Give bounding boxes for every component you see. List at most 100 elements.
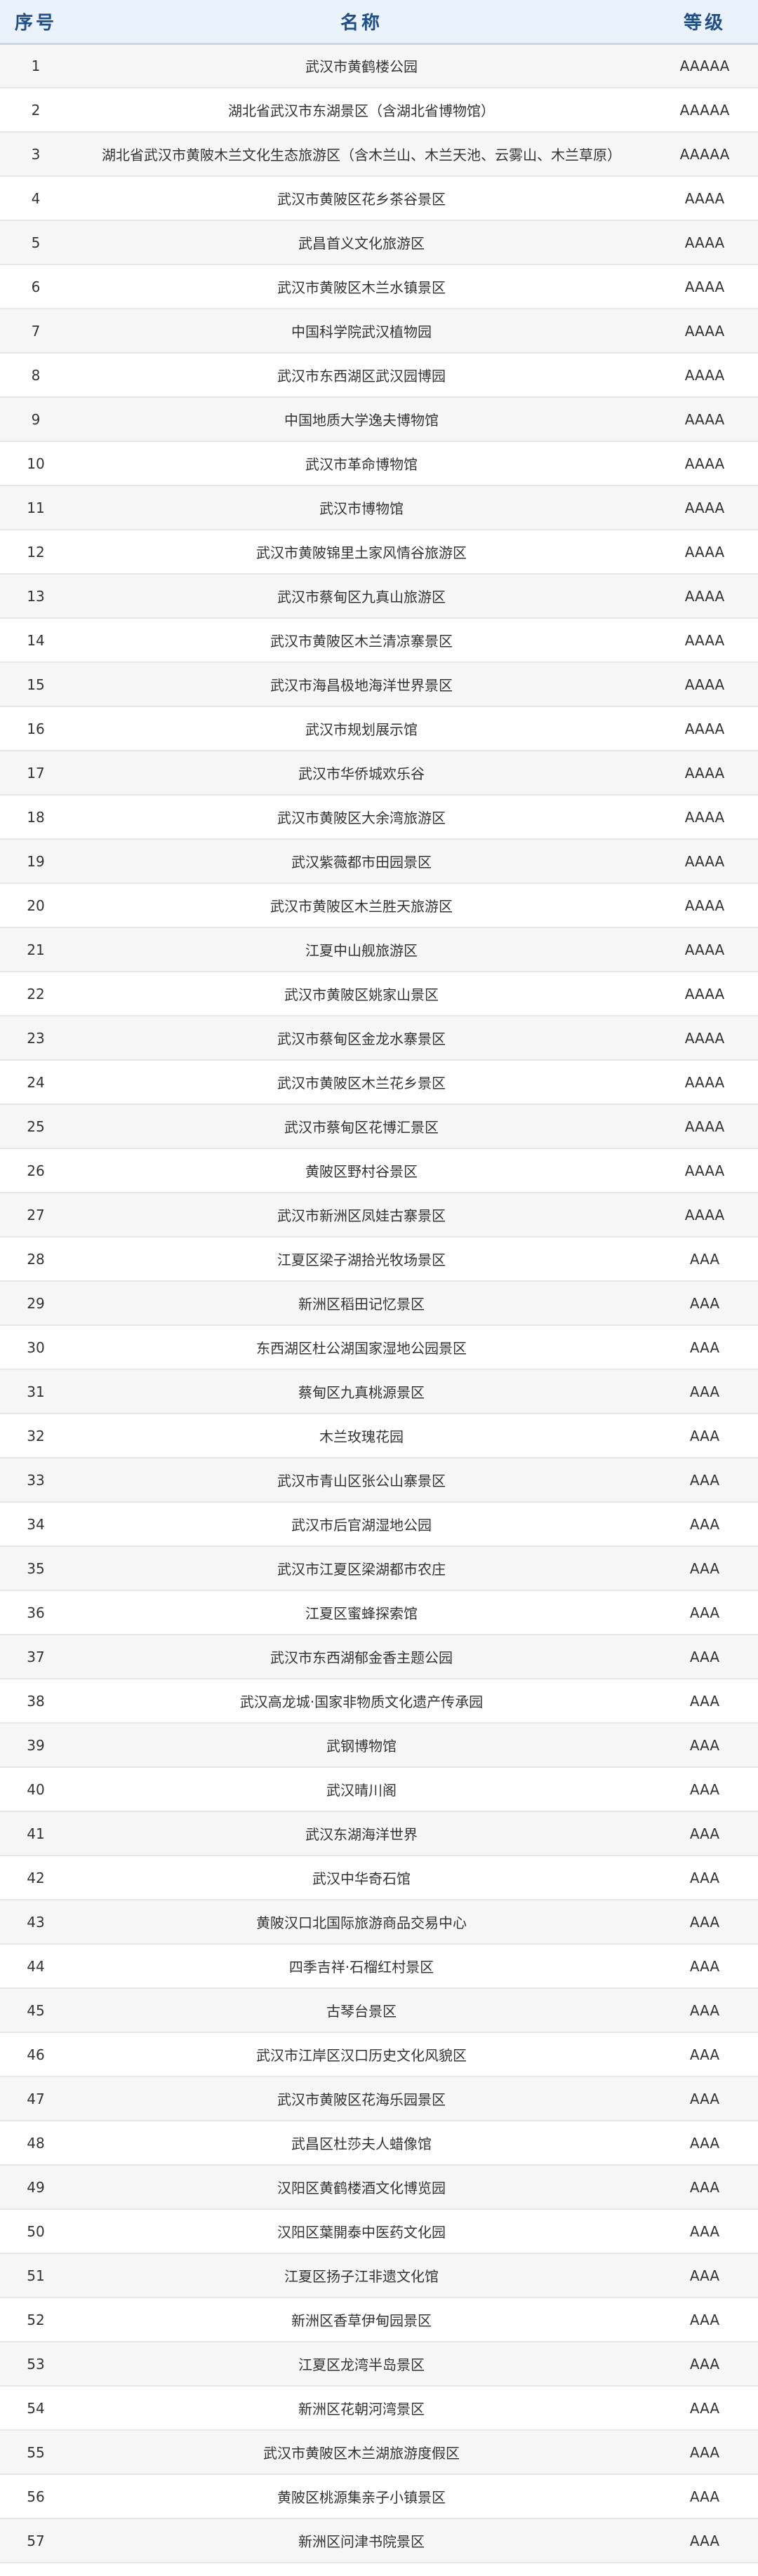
row-index: 8 [31,366,41,384]
row-level: AAAA [684,1162,725,1179]
row-index: 44 [27,1957,45,1975]
row-level: AAA [689,2399,720,2417]
row-level: AAAA [684,455,725,472]
header-level: 等级 [683,12,726,34]
table-row: 26 黄陂区野村谷景区 AAAA [0,1148,758,1193]
table-row: 52 新洲区香草伊甸园景区 AAA [0,2297,758,2342]
table-row: 25 武汉市蔡甸区花博汇景区 AAAA [0,1104,758,1148]
row-index: 19 [27,852,45,870]
row-index: 18 [27,808,45,826]
row-level: AAA [689,2355,720,2373]
row-level: AAAA [684,366,725,384]
table-row: 33 武汉市青山区张公山寨景区 AAA [0,1458,758,1502]
table-row: 24 武汉市黄陂区木兰花乡景区 AAAA [0,1060,758,1104]
row-level: AAAA [684,764,725,781]
row-index: 32 [27,1427,45,1444]
table-row: 6 武汉市黄陂区木兰水镇景区 AAAA [0,264,758,309]
row-index: 5 [31,234,41,251]
row-index: 49 [27,2178,45,2196]
row-index: 39 [27,1736,45,1754]
row-level: AAAA [684,543,725,561]
table-row: 51 江夏区扬子江非遗文化馆 AAA [0,2253,758,2297]
row-index: 37 [27,1648,45,1665]
table-row: 50 汉阳区葉開泰中医药文化园 AAA [0,2209,758,2253]
row-index: 4 [31,189,41,207]
row-level: AAA [689,1427,720,1444]
row-index: 1 [31,57,41,74]
table-row: 20 武汉市黄陂区木兰胜天旅游区 AAAA [0,883,758,927]
row-name: 武汉市蔡甸区九真山旅游区 [277,589,446,605]
row-name: 武汉市新洲区凤娃古寨景区 [277,1207,446,1224]
row-index: 12 [27,543,45,561]
table-row: 56 黄陂区桃源集亲子小镇景区 AAA [0,2474,758,2518]
row-level: AAAA [684,189,725,207]
row-name: 湖北省武汉市东湖景区（含湖北省博物馆） [228,102,495,119]
table-row: 42 武汉中华奇石馆 AAA [0,1856,758,1900]
row-name: 武汉市黄陂区木兰胜天旅游区 [270,898,453,915]
row-index: 7 [31,322,41,340]
row-name: 武汉市蔡甸区金龙水寨景区 [277,1031,446,1047]
row-level: AAA [689,1559,720,1577]
table-row: 10 武汉市革命博物馆 AAAA [0,441,758,485]
table-row: 12 武汉市黄陂锦里土家风情谷旅游区 AAAA [0,530,758,574]
row-name: 武汉市黄陂锦里土家风情谷旅游区 [256,544,467,561]
row-name: 武汉市华侨城欢乐谷 [298,765,425,782]
table-row: 4 武汉市黄陂区花乡茶谷景区 AAAA [0,176,758,220]
row-name: 武汉市黄陂区花乡茶谷景区 [277,191,446,208]
row-name: 武汉紫薇都市田园景区 [291,854,432,871]
table-row: 13 武汉市蔡甸区九真山旅游区 AAAA [0,574,758,618]
row-index: 31 [27,1383,45,1400]
row-name: 武汉市东西湖郁金香主题公园 [270,1649,453,1666]
row-index: 22 [27,985,45,1002]
row-index: 53 [27,2355,45,2373]
row-level: AAA [689,2090,720,2107]
row-index: 38 [27,1692,45,1710]
row-name: 武汉市海昌极地海洋世界景区 [270,677,453,694]
row-index: 13 [27,587,45,605]
row-index: 9 [31,410,41,428]
row-index: 11 [27,499,45,516]
row-level: AAA [689,1780,720,1798]
row-level: AAA [689,1913,720,1931]
row-name: 武昌区杜莎夫人蜡像馆 [291,2135,432,2152]
row-level: AAA [689,1515,720,1533]
row-name: 武汉市东西湖区武汉园博园 [277,368,446,384]
row-name: 江夏区扬子江非遗文化馆 [284,2268,439,2285]
row-index: 47 [27,2090,45,2107]
table-row: 37 武汉市东西湖郁金香主题公园 AAA [0,1635,758,1679]
table-row: 23 武汉市蔡甸区金龙水寨景区 AAAA [0,1016,758,1060]
row-name: 中国科学院武汉植物园 [291,323,432,340]
table-row: 40 武汉晴川阁 AAA [0,1767,758,1811]
table-row: 18 武汉市黄陂区大余湾旅游区 AAAA [0,795,758,839]
row-name: 武钢博物馆 [326,1738,397,1755]
row-name: 武汉市黄陂区花海乐园景区 [277,2091,446,2108]
row-index: 20 [27,897,45,914]
row-index: 33 [27,1471,45,1489]
row-name: 武汉市黄陂区姚家山景区 [284,986,439,1003]
row-level: AAAA [684,499,725,516]
table-row: 9 中国地质大学逸夫博物馆 AAAA [0,397,758,441]
row-level: AAAA [684,985,725,1002]
row-level: AAAA [684,322,725,340]
row-level: AAA [689,2443,720,2461]
row-level: AAA [689,1471,720,1489]
row-name: 武汉市黄陂区木兰清凉寨景区 [270,633,453,650]
table-header: 序号 名称 等级 [0,0,758,43]
row-index: 6 [31,278,41,295]
table-row: 34 武汉市后官湖湿地公园 AAA [0,1502,758,1546]
row-name: 武汉东湖海洋世界 [305,1826,418,1843]
row-index: 43 [27,1913,45,1931]
table-row: 28 江夏区梁子湖拾光牧场景区 AAA [0,1237,758,1281]
row-name: 江夏中山舰旅游区 [305,942,418,959]
row-level: AAAA [684,1206,725,1223]
row-index: 21 [27,941,45,958]
row-name: 武汉晴川阁 [326,1782,397,1799]
row-level: AAA [689,1825,720,1842]
row-index: 48 [27,2134,45,2152]
row-name: 蔡甸区九真桃源景区 [298,1384,425,1401]
row-name: 武汉市黄陂区大余湾旅游区 [277,810,446,826]
row-index: 35 [27,1559,45,1577]
row-level: AAAA [684,1073,725,1091]
row-index: 3 [31,145,41,163]
row-name: 江夏区龙湾半岛景区 [298,2356,425,2373]
